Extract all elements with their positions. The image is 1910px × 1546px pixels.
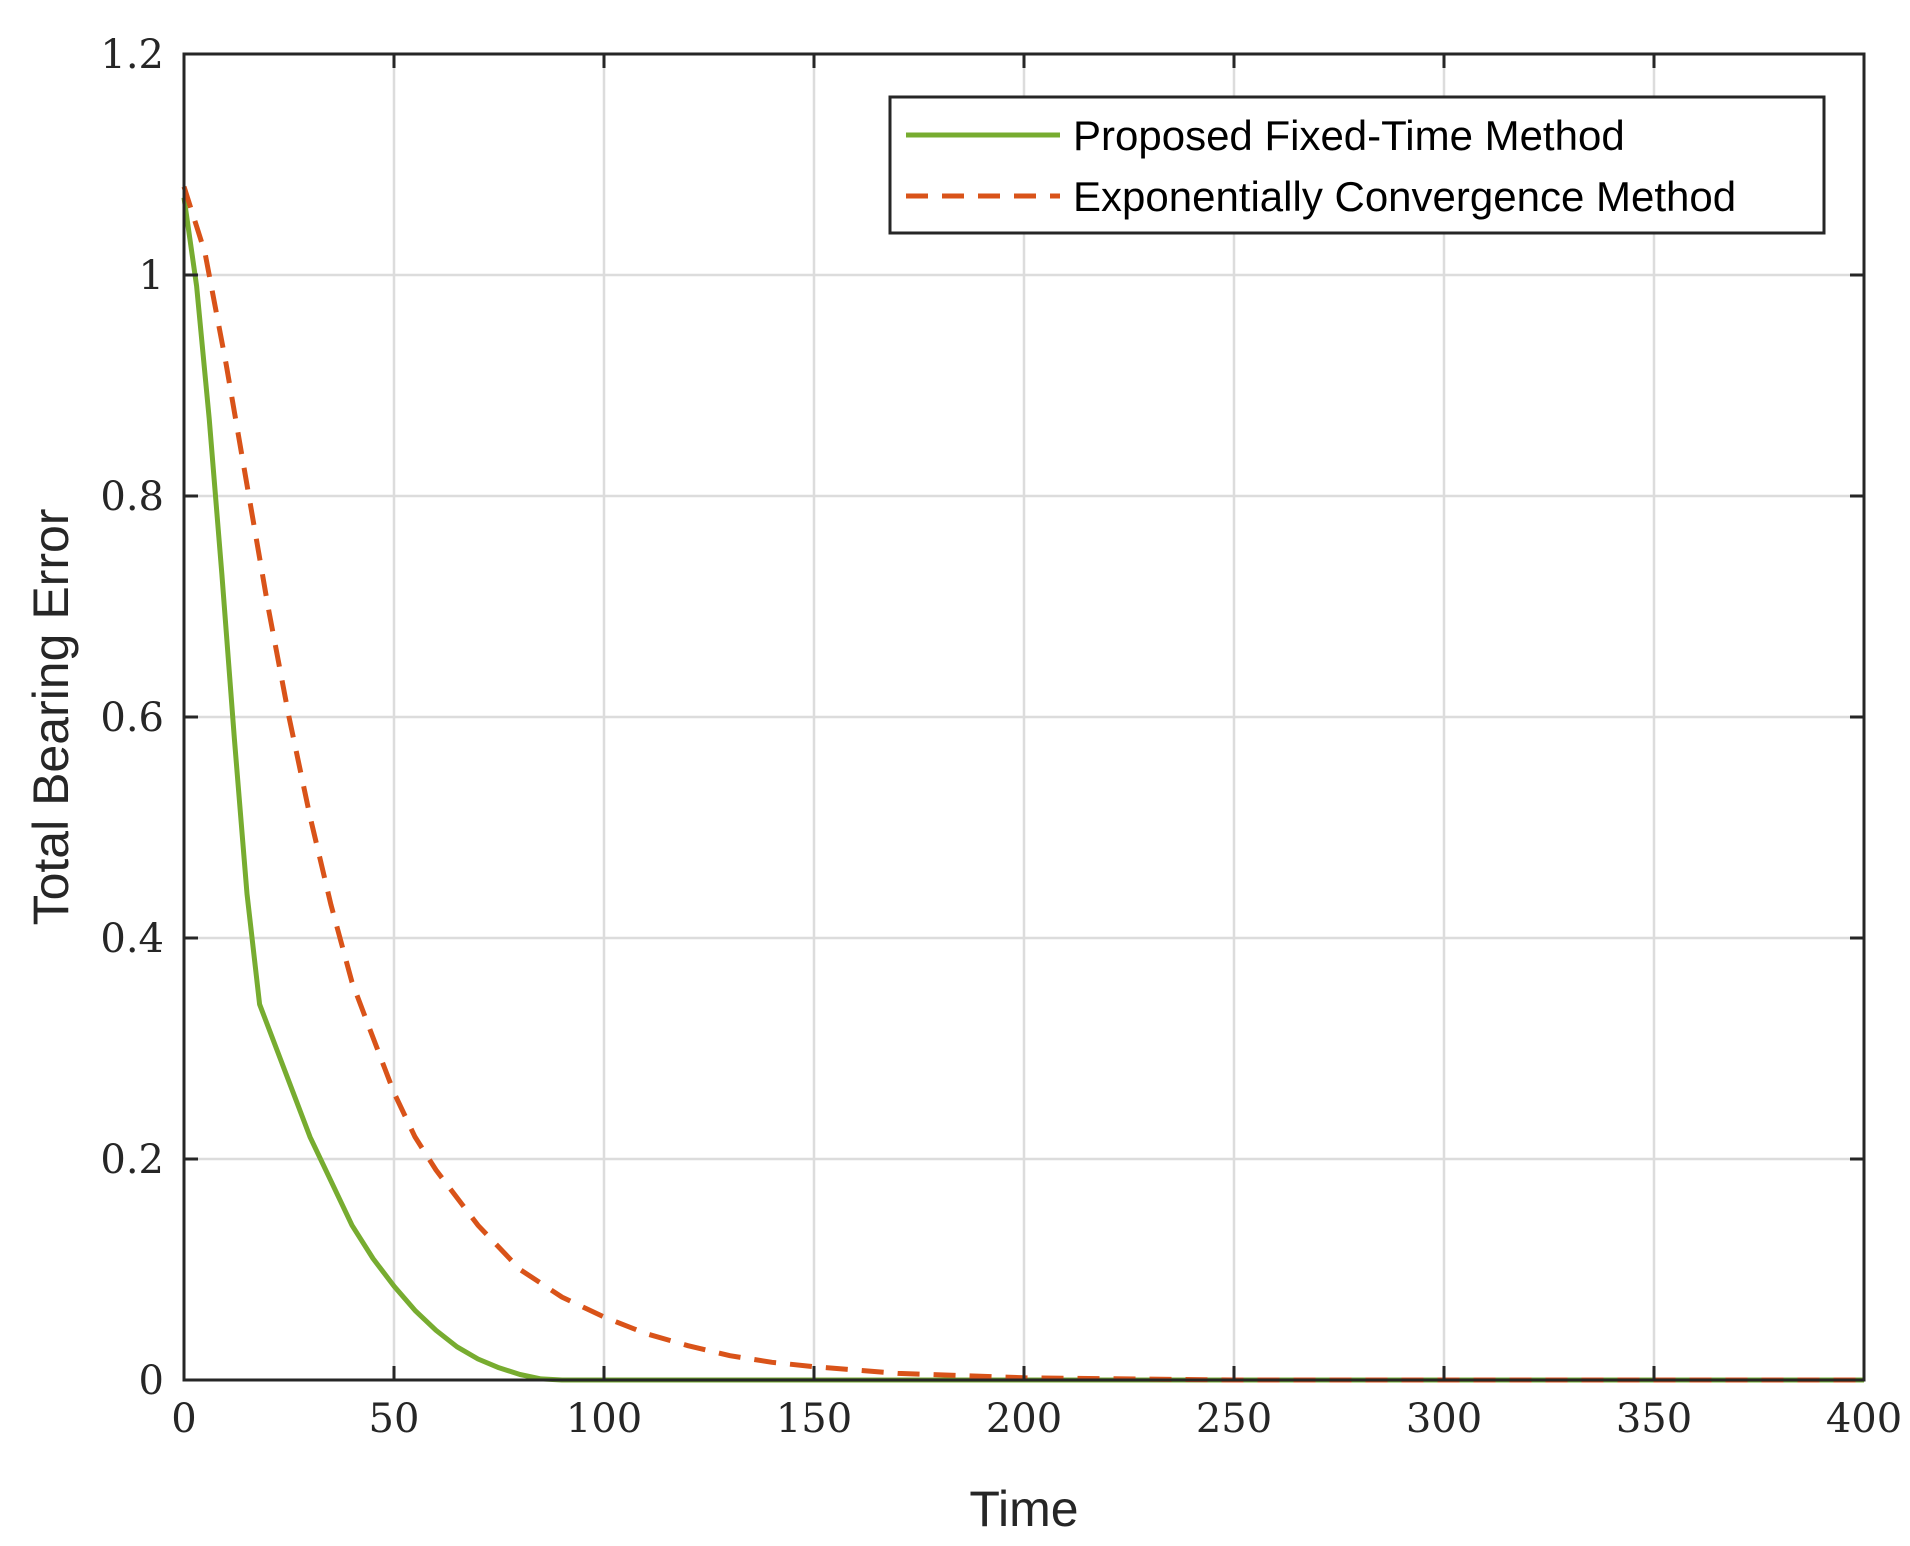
series-line-exponential	[181, 185, 1864, 1383]
y-tick-label: 0	[139, 1358, 164, 1404]
y-axis-label: Total Bearing Error	[23, 509, 79, 926]
grid-lines	[184, 54, 1864, 1380]
x-tick-label: 350	[1616, 1396, 1692, 1442]
y-tick-label: 1	[139, 253, 164, 299]
legend-box	[888, 95, 1826, 235]
legend: Proposed Fixed-Time Method Exponentially…	[888, 95, 1826, 235]
tick-marks	[182, 52, 1866, 1382]
y-tick-label: 0.2	[100, 1137, 164, 1183]
y-tick-label: 0.8	[100, 474, 164, 520]
legend-label-exponential: Exponentially Convergence Method	[1073, 173, 1736, 220]
x-tick-label: 0	[171, 1396, 196, 1442]
x-axis-label: Time	[969, 1481, 1078, 1537]
x-tick-label: 300	[1406, 1396, 1482, 1442]
y-tick-label: 0.6	[100, 695, 164, 741]
y-tick-labels: 0 0.2 0.4 0.6 0.8 1 1.2	[100, 32, 164, 1404]
y-tick-label: 1.2	[100, 32, 164, 78]
x-tick-label: 150	[776, 1396, 852, 1442]
x-tick-label: 200	[986, 1396, 1062, 1442]
legend-label-fixed-time: Proposed Fixed-Time Method	[1073, 112, 1625, 159]
x-tick-label: 250	[1196, 1396, 1272, 1442]
x-tick-label: 400	[1826, 1396, 1902, 1442]
x-tick-label: 100	[566, 1396, 642, 1442]
y-tick-label: 0.4	[100, 916, 164, 962]
x-tick-labels: 0 50 100 150 200 250 300 350 400	[171, 1396, 1902, 1442]
x-tick-label: 50	[369, 1396, 420, 1442]
